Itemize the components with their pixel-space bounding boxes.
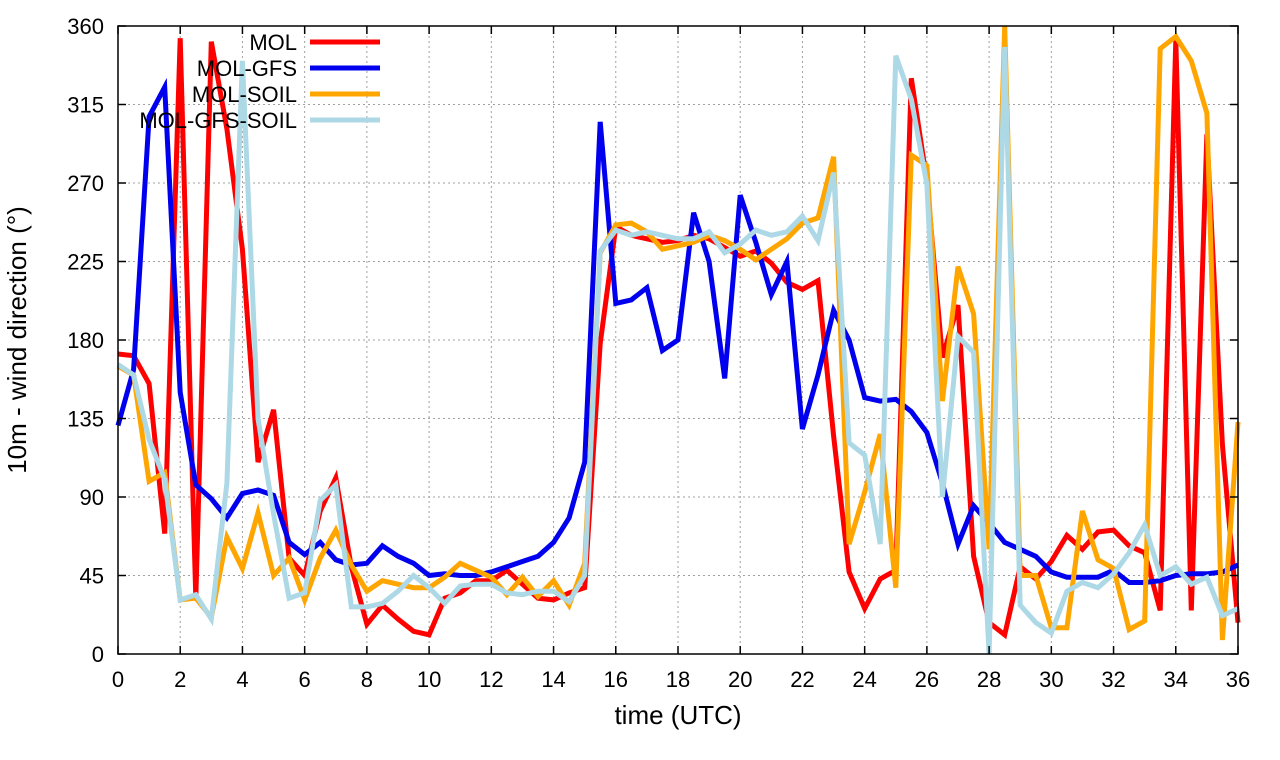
y-tick-label: 0	[92, 642, 104, 667]
y-tick-label: 135	[67, 407, 104, 432]
x-tick-label: 14	[541, 667, 565, 692]
x-tick-label: 24	[852, 667, 876, 692]
x-tick-label: 20	[728, 667, 752, 692]
series-layer	[115, 25, 1241, 655]
y-axis-title: 10m - wind direction (°)	[2, 206, 32, 474]
legend-label: MOL-SOIL	[192, 82, 297, 107]
x-tick-label: 0	[112, 667, 124, 692]
legend-label: MOL-GFS-SOIL	[139, 108, 297, 133]
y-tick-label: 180	[67, 328, 104, 353]
x-tick-label: 2	[174, 667, 186, 692]
x-tick-label: 22	[790, 667, 814, 692]
x-tick-label: 30	[1039, 667, 1063, 692]
x-tick-label: 28	[977, 667, 1001, 692]
x-axis-ticks: 0 2 4 6 8 10 12 14 16 18 20 22 24 26 28 30 32 34 36	[112, 26, 1250, 692]
y-tick-label: 360	[67, 14, 104, 39]
legend-label: MOL	[249, 30, 297, 55]
x-tick-label: 4	[236, 667, 248, 692]
y-tick-label: 270	[67, 171, 104, 196]
x-tick-label: 10	[417, 667, 441, 692]
x-tick-label: 6	[299, 667, 311, 692]
x-tick-label: 34	[1164, 667, 1188, 692]
y-tick-label: 315	[67, 93, 104, 118]
series-line-mol-gfs-soil	[116, 46, 1240, 655]
x-tick-label: 18	[666, 667, 690, 692]
x-axis-title: time (UTC)	[614, 700, 741, 730]
x-tick-label: 32	[1101, 667, 1125, 692]
series-line-mol-gfs	[115, 77, 1240, 585]
x-tick-label: 12	[479, 667, 503, 692]
legend-label: MOL-GFS	[197, 56, 297, 81]
x-tick-label: 8	[361, 667, 373, 692]
x-tick-label: 36	[1226, 667, 1250, 692]
y-tick-label: 225	[67, 250, 104, 275]
y-axis-ticks: 0 45 90 135 180 225 270 315 360	[67, 14, 1238, 667]
y-tick-label: 45	[80, 564, 104, 589]
x-tick-label: 16	[604, 667, 628, 692]
x-tick-label: 26	[915, 667, 939, 692]
y-tick-label: 90	[80, 485, 104, 510]
